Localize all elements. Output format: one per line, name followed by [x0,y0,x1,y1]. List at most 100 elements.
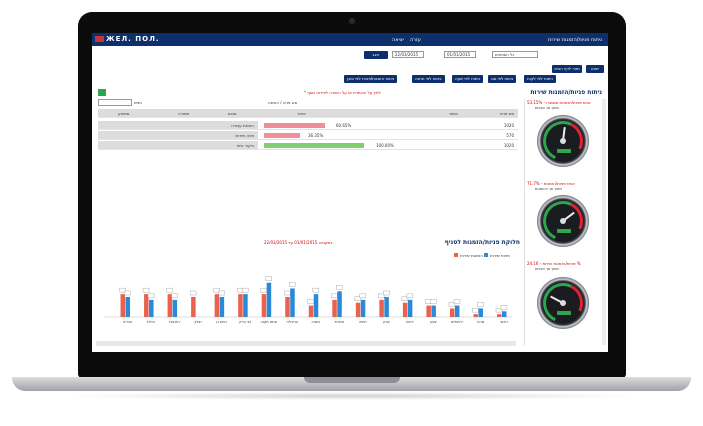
gauge-dial [537,195,589,247]
row-pct-label: 60.65% [336,123,352,128]
chart-tick-label: צפון [430,320,436,324]
chart-data-label [495,307,503,313]
row-type: ביקור ביתי [98,141,258,149]
row-type: הזמנת עבודה [98,121,258,129]
export-button[interactable]: ייצוא [586,65,604,73]
chart-bar [308,305,314,317]
row-pct-label: 100.00% [376,143,394,148]
chart-data-label [289,282,296,287]
report-button-type[interactable]: ניתוח לפי סוג [488,75,517,83]
gauge-dial [537,115,589,167]
col-sum[interactable]: סכום [228,111,237,116]
col-type[interactable]: סוג פניה [499,111,514,116]
chart-data-label [430,299,437,304]
chart-data-label [354,296,362,301]
legend-swatch-blue [484,253,488,257]
table-row[interactable]: 1020 60.65% הזמנת עבודה [98,121,518,130]
chart-data-label [448,302,456,307]
chart-bar [125,297,131,317]
table-row[interactable]: 570 36.35% פניה שירות [98,131,518,140]
report-button-agent[interactable]: ניתוח הזמנות/פניות לפי סוכן [344,75,398,83]
row-count: 1020 [503,143,514,148]
col-return[interactable]: תמורה [178,111,190,116]
chart-bar [402,302,408,317]
gauge-title: פניות/הזמנות שירות - 24.16 % [527,261,581,266]
search-label: חפש [134,100,142,105]
chart-tick-label: נתניה [312,320,321,324]
row-pct-bar [264,123,325,128]
help-link[interactable]: עזרה [409,37,421,43]
laptop-shadow [60,392,643,400]
branch-select[interactable]: כל הסניפים [492,51,538,58]
chart-bar [149,299,154,317]
horizontal-scrollbar[interactable] [96,341,516,346]
laptop-base [12,377,691,391]
show-button[interactable]: הצג [364,51,388,59]
chart-tick-label: חיפה [359,320,367,324]
chart-bar [379,299,384,317]
chart-data-label [171,293,178,299]
vertical-scrollbar[interactable] [600,99,606,345]
chart-heading: חלוקת פניות/הזמנות לסניף [444,239,520,246]
chart-tick-label: ירושלים [451,320,463,324]
gauges-sidebar: אחוז פניות/הזמנות שנסגרו - 53.15% מתוך ס… [524,99,602,345]
gauge-subtitle: מתוך סך הפניות [535,106,559,110]
chart-bar [426,305,431,317]
legend-label-1: פניות שירות [490,253,510,258]
chart-data-label [119,287,126,293]
screen: ЖЕЛ. ПОЛ. יציאה עזרה ניתוח פניות/הזמנות … [92,33,608,352]
date-from-field[interactable]: 01/01/2015 [444,51,476,58]
chart-tick-label: מרכז [477,320,485,324]
col-avg[interactable]: ממוצע [118,111,130,116]
chart-bar [261,294,267,317]
section-heading: ניתוח פניות/הזמנות שירות [530,89,602,96]
chart-data-label [406,293,414,299]
row-count: 1020 [503,123,514,128]
date-to-field[interactable]: 22/03/2015 [392,51,424,58]
chart-bar [266,282,272,317]
chart-tick-label: ראשי [500,320,508,324]
chart-bar [497,314,502,317]
row-pct-label: 36.35% [308,133,324,138]
col-count[interactable]: כמות [449,111,458,116]
app-title: ניתוח פניות/הזמנות שירות [548,37,602,43]
chart-bar [290,288,295,317]
chart-data-label [336,285,343,290]
logout-link[interactable]: יציאה [392,37,404,43]
chart-bar [120,294,126,317]
chart-data-label [383,290,390,296]
report-button-hour[interactable]: ניתוח לפי שעה [452,75,483,83]
chart-bar [337,291,342,317]
chart-tick-label: שרון [383,320,390,324]
chart-data-label [147,293,155,299]
chart-bar [191,297,196,317]
chart-data-label [265,276,272,281]
excel-icon[interactable] [98,89,106,96]
chart-data-label [378,293,385,299]
chart-bar [313,294,319,317]
home-button[interactable]: חזור לדף הבית [552,65,582,73]
chart-bar [144,294,149,317]
chart-tick-label: אשדוד [334,320,344,324]
chart-bar [431,305,436,317]
chart-data-label [477,302,484,307]
chart-data-label [142,287,150,293]
search-input[interactable] [98,99,132,106]
chart-bar [172,299,178,317]
chart-bar [214,294,220,317]
chart-data-label [453,299,461,304]
chart-data-label [260,287,267,293]
table-row[interactable]: 1020 100.00% ביקור ביתי [98,141,518,150]
report-button-customer[interactable]: ניתוח לפי לקוח [524,75,556,83]
chart-bar [449,308,455,317]
branch-bar-chart: ראשי מרכז ירושלים צפון דרום שרון חיפה אשדוד נתני… [104,276,512,324]
row-pct-bar [264,143,364,148]
report-button-station[interactable]: ניתוח לפי תחנה [412,75,445,83]
chart-tick-label: דרום [406,320,413,324]
gauge-title: אחוז פניות/הזמנות שנסגרו - 53.15% [527,100,591,105]
group-label: סוג פניה / הזמנה [268,100,298,105]
col-pct[interactable]: אחוז [298,111,306,116]
chart-data-label [213,287,220,293]
chart-tick-label: בני ברק [239,320,251,324]
